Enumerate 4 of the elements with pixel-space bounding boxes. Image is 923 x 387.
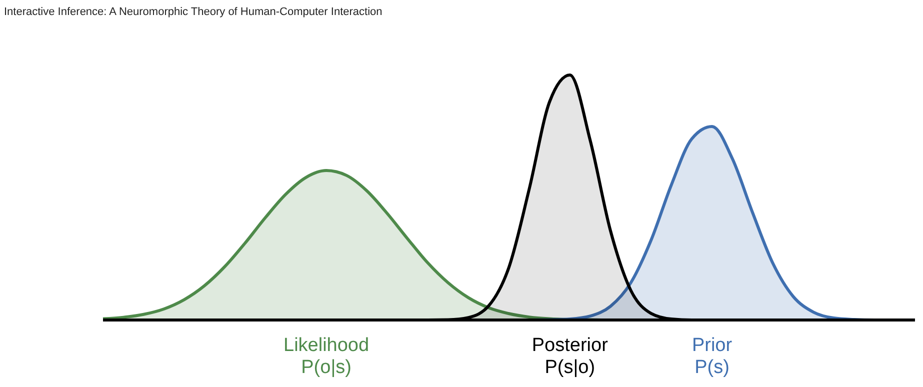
series-label: Posterior P(s|o) bbox=[532, 335, 609, 378]
series-label: Prior P(s) bbox=[692, 335, 733, 378]
chart-title: Interactive Inference: A Neuromorphic Theory of Human-Computer Interaction bbox=[4, 6, 382, 18]
series-label: Likelihood P(o|s) bbox=[284, 335, 370, 378]
